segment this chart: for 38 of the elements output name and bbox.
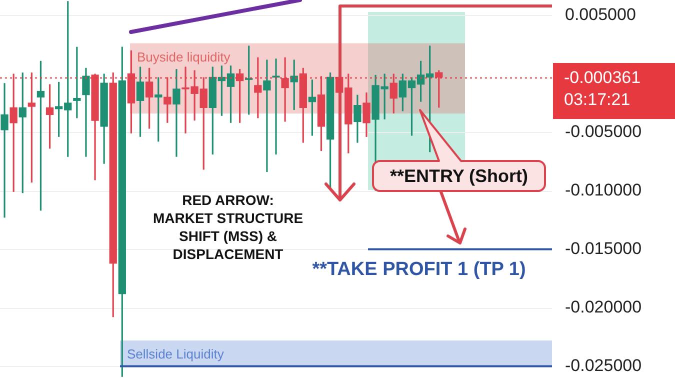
- candlestick: [82, 67, 90, 158]
- y-tick-label: -0.005000: [565, 122, 642, 141]
- candlestick: [435, 69, 443, 108]
- candlestick: [164, 76, 172, 124]
- y-tick-label: 0.005000: [565, 4, 636, 24]
- candlestick: [0, 82, 8, 218]
- candlestick: [154, 76, 162, 142]
- annotation: **ENTRY (Short): [390, 166, 528, 186]
- y-tick-label: -0.025000: [565, 356, 642, 375]
- annotation: **TAKE PROFIT 1 (TP 1): [312, 259, 526, 280]
- candlestick: [354, 94, 362, 144]
- candlestick: [362, 92, 370, 138]
- candlestick: [46, 83, 54, 150]
- candlestick: [145, 67, 154, 130]
- candlestick: [36, 60, 45, 212]
- candlestick: [73, 46, 81, 119]
- candlestick: [390, 72, 398, 114]
- band-label: Sellside Liquidity: [127, 346, 224, 362]
- candlestick: [236, 68, 244, 124]
- candlestick: [254, 56, 262, 119]
- candlestick: [290, 58, 298, 111]
- candlestick: [172, 68, 180, 158]
- candlestick: [245, 44, 253, 116]
- candlestick: [136, 66, 144, 138]
- y-tick-label: -0.010000: [565, 180, 642, 200]
- speech-bubble: **ENTRY (Short): [372, 109, 546, 192]
- candlestick: [10, 72, 18, 193]
- ref-line-label: -0.000361 03:17:21: [564, 68, 641, 110]
- candlestick: [272, 58, 280, 156]
- candlestick: [308, 78, 316, 137]
- candlestick: [281, 56, 289, 123]
- y-tick-label: -0.020000: [565, 297, 642, 316]
- annotation: RED ARROW: MARKET STRUCTURE SHIFT (MSS) & DISPLACEMENT: [152, 192, 304, 262]
- band-label: Buyside liquidity: [137, 49, 231, 64]
- candlestick: [18, 72, 26, 194]
- candlestick: [263, 58, 271, 173]
- candlestick: [28, 72, 36, 184]
- y-tick-label: -0.015000: [565, 238, 642, 258]
